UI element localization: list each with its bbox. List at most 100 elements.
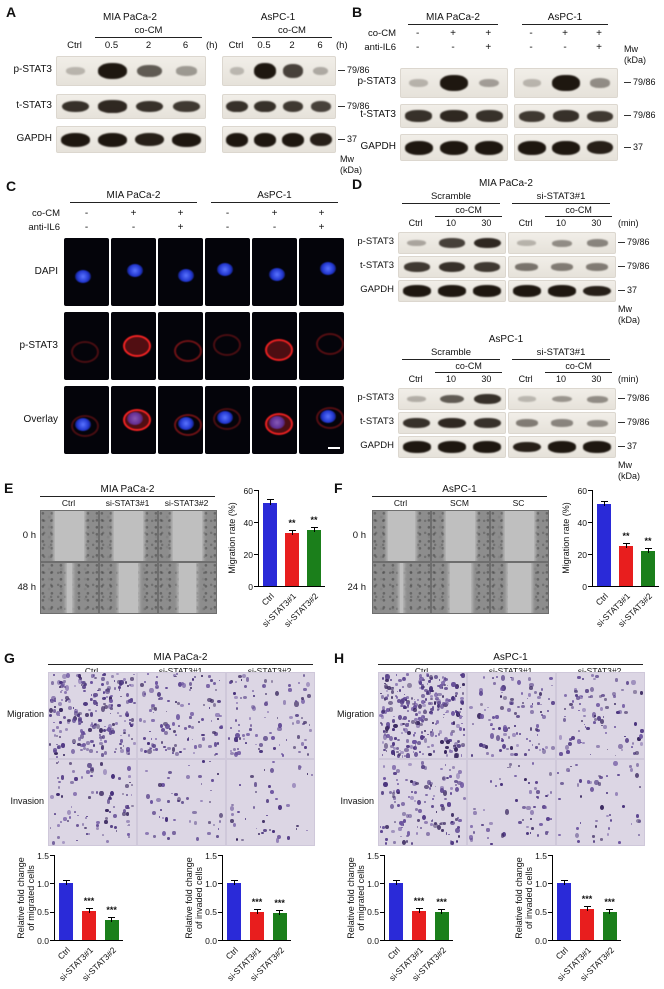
stained-cell [437, 825, 442, 831]
condition-value: - [415, 28, 420, 39]
stained-cell [420, 731, 424, 735]
chart-plot-area: ** ** [258, 490, 325, 587]
header-line [252, 37, 332, 38]
stained-cell [212, 824, 215, 827]
stained-cell [97, 688, 101, 691]
header-line [545, 216, 612, 217]
stained-cell [382, 748, 386, 752]
lane-label: 0.5 [104, 40, 119, 51]
y-tick-mark [380, 940, 384, 941]
stained-cell [103, 740, 108, 743]
mw-marker: 79/86 [624, 110, 656, 120]
protein-band [97, 63, 128, 79]
stained-cell [393, 800, 396, 803]
stained-cell [104, 705, 108, 710]
bar [557, 883, 572, 940]
stained-cell [93, 692, 98, 697]
stained-cell [606, 791, 609, 794]
stained-cell [613, 703, 616, 706]
stained-cell [502, 725, 507, 731]
stained-cell [161, 816, 164, 820]
stained-cell [190, 711, 194, 716]
y-tick-mark [218, 940, 222, 941]
stained-cell [444, 737, 449, 742]
mw-marker: 37 [624, 142, 643, 152]
stained-cell [248, 717, 252, 721]
stained-cell [181, 801, 185, 805]
stained-cell [155, 684, 160, 689]
mw-marker: 79/86 [624, 77, 656, 87]
stained-cell [440, 785, 444, 790]
stained-cell [78, 723, 81, 726]
error-bar-cap [438, 908, 446, 910]
stained-cell [441, 829, 444, 832]
stained-cell [71, 770, 75, 773]
stained-cell [426, 673, 430, 678]
stained-cell [442, 775, 447, 782]
stained-cell [558, 798, 561, 800]
stained-cell [311, 773, 314, 776]
stained-cell [429, 701, 433, 705]
stained-cell [570, 706, 574, 709]
stained-cell [395, 674, 398, 676]
stained-cell [235, 706, 239, 710]
stained-cell [540, 703, 542, 706]
stained-cell [408, 762, 412, 766]
stained-cell [420, 826, 423, 829]
stained-cell [522, 701, 524, 705]
stained-cell [472, 723, 474, 725]
stained-cell [404, 723, 409, 727]
stained-cell [186, 737, 190, 741]
stained-cell [255, 733, 258, 737]
stained-cell [537, 702, 540, 705]
stained-cell [125, 784, 129, 788]
stained-cell [216, 742, 219, 745]
stained-cell [542, 715, 546, 720]
if-image-dapi [158, 238, 203, 306]
stained-cell [406, 835, 409, 838]
stained-cell [406, 704, 410, 706]
stained-cell [570, 735, 576, 740]
stained-cell [412, 747, 416, 750]
stained-cell [62, 715, 67, 720]
stained-cell [569, 738, 572, 742]
stained-cell [624, 737, 629, 744]
stained-cell [392, 792, 395, 795]
stained-cell [595, 825, 597, 828]
error-bar-cap [310, 527, 318, 529]
stained-cell [380, 791, 384, 796]
stained-cell [175, 752, 179, 757]
stained-cell [540, 710, 542, 713]
stained-cell [405, 839, 409, 844]
stained-cell [61, 796, 63, 799]
stained-cell [613, 695, 616, 698]
stained-cell [94, 723, 96, 726]
stained-cell [414, 731, 417, 735]
stained-cell [457, 741, 460, 743]
stained-cell [530, 710, 534, 715]
assay-row-label: Invasion [10, 795, 44, 806]
stained-cell [49, 743, 52, 746]
stained-cell [59, 707, 63, 713]
stained-cell [57, 823, 61, 827]
condition-value: + [596, 42, 602, 53]
stained-cell [458, 711, 461, 714]
blot-row-label: p-STAT3 [13, 64, 52, 75]
stained-cell [509, 765, 511, 768]
stained-cell [122, 732, 126, 735]
stained-cell [130, 718, 134, 723]
stained-cell [145, 769, 148, 773]
stained-cell [165, 724, 170, 730]
panel-d-letter: D [352, 176, 363, 192]
stained-cell [117, 712, 120, 714]
stained-cell [124, 720, 127, 722]
y-tick-mark [50, 911, 54, 913]
stained-cell [577, 675, 581, 680]
blot-strip-mia-GAPDH [56, 126, 206, 153]
stained-cell [589, 686, 594, 692]
stained-cell [443, 677, 446, 680]
stained-cell [101, 683, 105, 687]
stained-cell [90, 774, 93, 777]
header-line [512, 203, 610, 204]
stained-cell [405, 744, 410, 749]
